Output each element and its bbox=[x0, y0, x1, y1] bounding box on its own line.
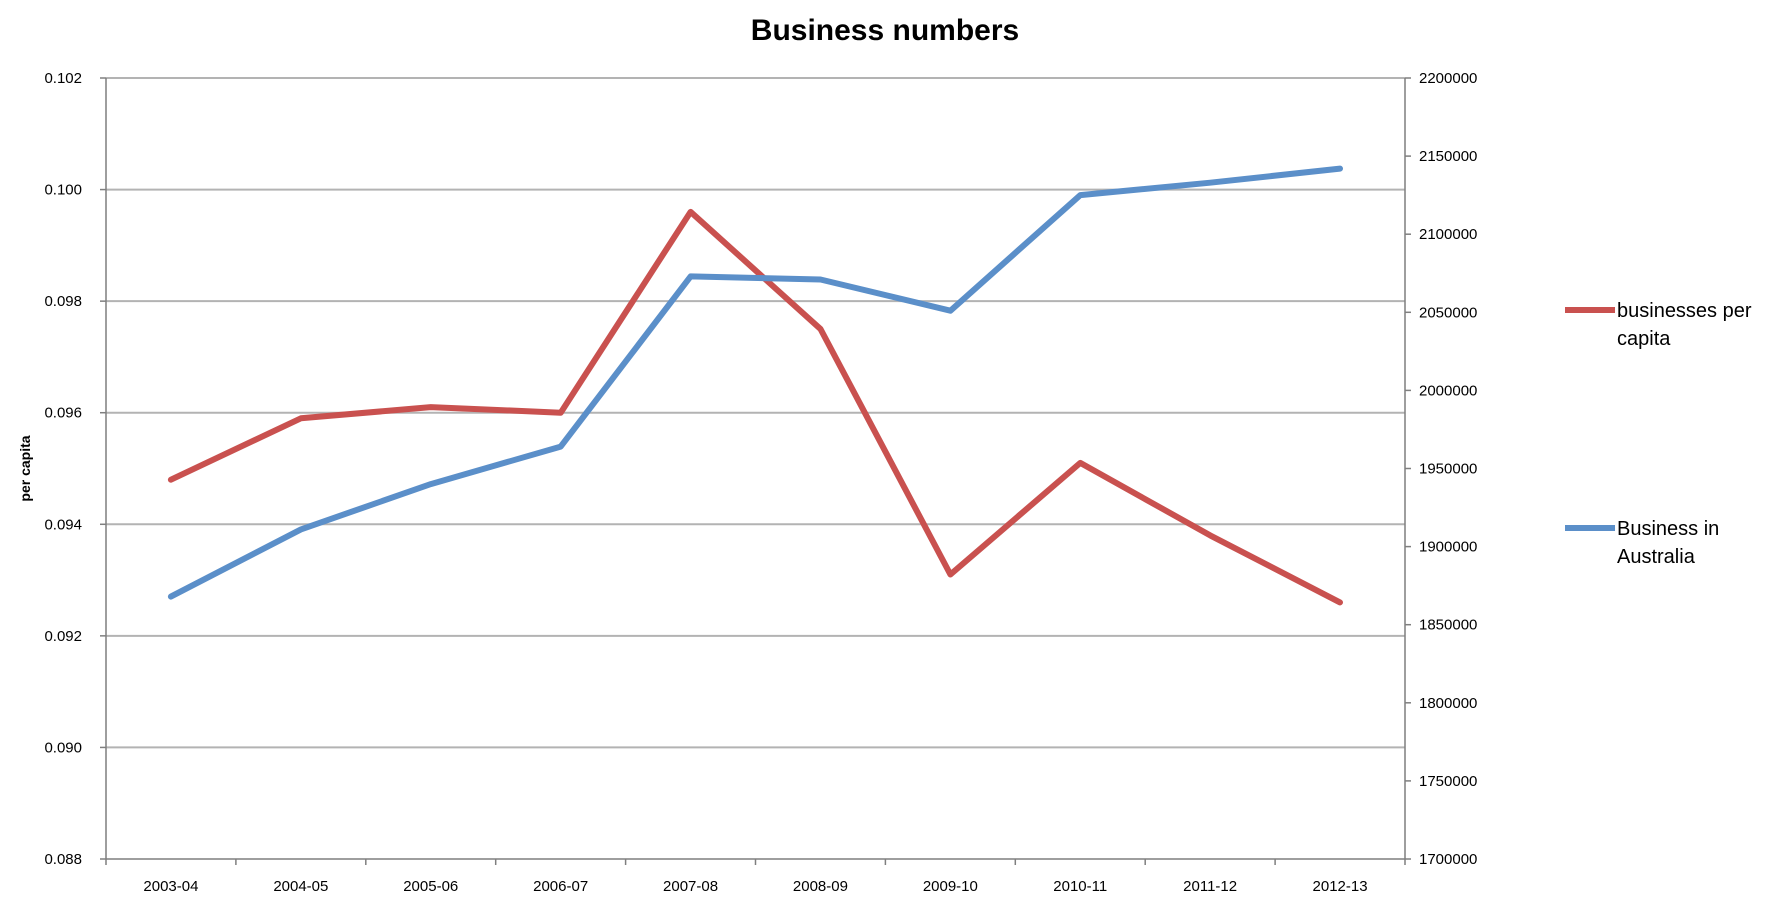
y-tick-label: 0.098 bbox=[44, 293, 82, 310]
x-tick-label: 2011-12 bbox=[1183, 878, 1237, 895]
x-tick-label: 2010-11 bbox=[1053, 878, 1107, 895]
series-line-businesses-per-capita bbox=[167, 208, 1343, 606]
y-tick-label: 0.088 bbox=[44, 851, 82, 868]
chart-title: Business numbers bbox=[751, 14, 1019, 47]
y2-tick-label: 2000000 bbox=[1419, 382, 1477, 399]
series-line-business-in-australia bbox=[167, 165, 1343, 600]
y2-tick-label: 2050000 bbox=[1419, 304, 1477, 321]
tick-labels: 0.088 0.090 0.092 0.094 0.096 0.098 0.100 0.102… bbox=[44, 70, 1477, 895]
y-tick-label: 0.094 bbox=[44, 516, 82, 533]
y-tick-label: 0.100 bbox=[44, 182, 82, 199]
series-lines bbox=[167, 165, 1343, 606]
y2-tick-label: 1900000 bbox=[1419, 539, 1477, 556]
x-tick-label: 2003-04 bbox=[143, 878, 198, 895]
y2-tick-label: 1750000 bbox=[1419, 773, 1477, 790]
y2-tick-label: 1850000 bbox=[1419, 617, 1477, 634]
y-tick-label: 0.092 bbox=[44, 628, 82, 645]
x-tick-label: 2004-05 bbox=[273, 878, 328, 895]
y-tick-label: 0.102 bbox=[44, 70, 82, 87]
legend-label: capita bbox=[1617, 328, 1671, 350]
x-tick-label: 2006-07 bbox=[533, 878, 588, 895]
legend-label: Business in bbox=[1617, 518, 1719, 540]
y-tick-label: 0.096 bbox=[44, 405, 82, 422]
x-tick-label: 2007-08 bbox=[663, 878, 718, 895]
x-tick-label: 2005-06 bbox=[403, 878, 458, 895]
y2-tick-label: 1800000 bbox=[1419, 695, 1477, 712]
y2-tick-label: 2150000 bbox=[1419, 148, 1477, 165]
y-axis-label: per capita bbox=[17, 435, 33, 501]
y2-tick-label: 1950000 bbox=[1419, 461, 1477, 478]
y2-tick-label: 1700000 bbox=[1419, 851, 1477, 868]
y2-tick-label: 2200000 bbox=[1419, 70, 1477, 87]
x-tick-label: 2009-10 bbox=[923, 878, 978, 895]
y-tick-label: 0.090 bbox=[44, 739, 82, 756]
x-tick-label: 2012-13 bbox=[1313, 878, 1368, 895]
y2-tick-label: 2100000 bbox=[1419, 226, 1477, 243]
legend: businesses per capita Business in Australia bbox=[1565, 300, 1752, 568]
x-tick-label: 2008-09 bbox=[793, 878, 848, 895]
legend-label: Australia bbox=[1617, 546, 1696, 568]
legend-label: businesses per bbox=[1617, 300, 1752, 322]
axes bbox=[100, 77, 1411, 865]
